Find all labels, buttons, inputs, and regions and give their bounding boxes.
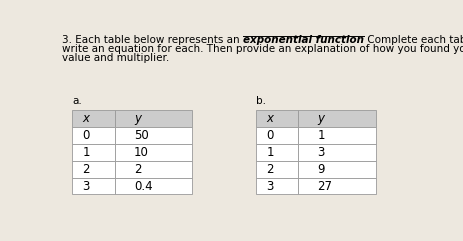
- Text: a.: a.: [72, 96, 81, 106]
- Bar: [255, 161, 298, 178]
- Text: 0: 0: [82, 129, 90, 142]
- Text: value and multiplier.: value and multiplier.: [62, 53, 169, 63]
- Text: 0: 0: [266, 129, 273, 142]
- Bar: [72, 144, 114, 161]
- Bar: [72, 110, 114, 127]
- Bar: [114, 127, 192, 144]
- Text: x: x: [266, 112, 273, 125]
- Text: Complete each table: Complete each table: [363, 35, 463, 45]
- Bar: [114, 161, 192, 178]
- Text: exponential function: exponential function: [242, 35, 363, 45]
- Bar: [298, 110, 375, 127]
- Text: 3: 3: [317, 146, 324, 159]
- Text: 2: 2: [82, 163, 90, 175]
- Text: 2: 2: [134, 163, 141, 175]
- Text: 0.4: 0.4: [134, 180, 152, 193]
- Bar: [255, 127, 298, 144]
- Bar: [298, 178, 375, 194]
- Bar: [298, 144, 375, 161]
- Text: 2: 2: [266, 163, 273, 175]
- Bar: [255, 110, 298, 127]
- Text: 3: 3: [266, 180, 273, 193]
- Text: y: y: [317, 112, 324, 125]
- Bar: [114, 110, 192, 127]
- Bar: [72, 178, 114, 194]
- Text: 3. Each table below represents an: 3. Each table below represents an: [62, 35, 242, 45]
- Text: 3: 3: [82, 180, 90, 193]
- Text: 27: 27: [317, 180, 332, 193]
- Text: write an equation for each. Then provide an explanation of how you found your in: write an equation for each. Then provide…: [62, 44, 463, 54]
- Bar: [298, 161, 375, 178]
- Text: 50: 50: [134, 129, 148, 142]
- Text: 10: 10: [134, 146, 149, 159]
- Bar: [114, 178, 192, 194]
- Text: 1: 1: [266, 146, 273, 159]
- Bar: [298, 127, 375, 144]
- Bar: [255, 144, 298, 161]
- Text: y: y: [134, 112, 141, 125]
- Text: b.: b.: [255, 96, 265, 106]
- Bar: [114, 144, 192, 161]
- Text: 1: 1: [82, 146, 90, 159]
- Text: 9: 9: [317, 163, 325, 175]
- Bar: [72, 127, 114, 144]
- Text: 1: 1: [317, 129, 325, 142]
- Bar: [72, 161, 114, 178]
- Bar: [255, 178, 298, 194]
- Text: x: x: [82, 112, 89, 125]
